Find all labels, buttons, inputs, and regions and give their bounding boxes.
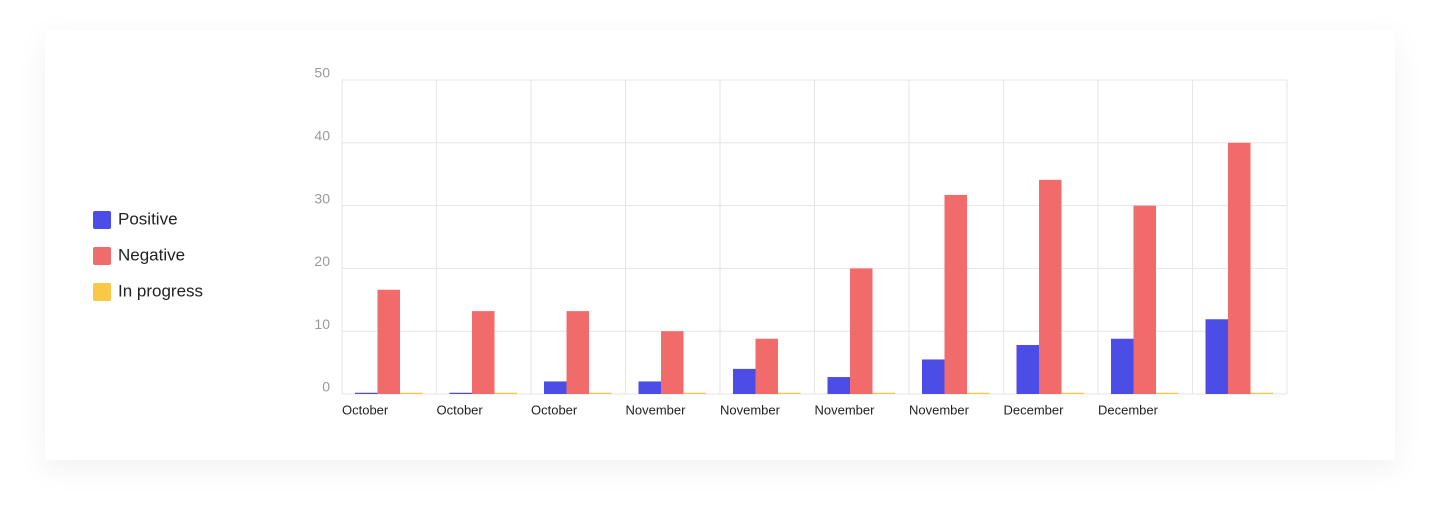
bar (967, 392, 990, 394)
x-tick-label: November (909, 402, 970, 417)
x-tick-label: October (531, 402, 578, 417)
y-tick-label: 10 (314, 316, 330, 332)
bar (827, 377, 850, 394)
bar (1156, 392, 1179, 394)
bar (1061, 392, 1084, 394)
bar (1111, 338, 1134, 394)
bar (544, 381, 567, 394)
bar (355, 392, 378, 394)
y-tick-label: 0 (322, 379, 330, 395)
y-tick-label: 20 (314, 253, 330, 269)
bar (872, 392, 895, 394)
x-tick-label: October (437, 402, 484, 417)
y-tick-label: 30 (314, 190, 330, 206)
legend-label: Positive (118, 209, 178, 228)
bar (1133, 205, 1156, 394)
x-tick-label: December (1098, 402, 1159, 417)
bar (1228, 142, 1251, 394)
y-tick-label: 50 (314, 65, 330, 81)
bar (1016, 345, 1039, 394)
bar (922, 359, 945, 394)
bar (589, 392, 612, 394)
bar (449, 392, 472, 394)
legend-swatch (93, 283, 111, 301)
bar (661, 331, 684, 394)
bar (944, 194, 967, 394)
bar (472, 311, 495, 394)
bar (683, 392, 706, 394)
legend-label: Negative (118, 245, 185, 264)
bar (566, 311, 589, 394)
x-tick-label: December (1004, 402, 1065, 417)
bar (1250, 392, 1273, 394)
x-tick-label: November (815, 402, 876, 417)
x-tick-label: November (720, 402, 781, 417)
bar (733, 368, 756, 394)
y-tick-label: 40 (314, 128, 330, 144)
x-tick-label: October (342, 402, 389, 417)
x-tick-label: November (626, 402, 687, 417)
bar (377, 289, 400, 394)
legend-label: In progress (118, 281, 203, 300)
legend-swatch (93, 247, 111, 265)
bar (778, 392, 801, 394)
bar (850, 268, 873, 394)
bar (638, 381, 661, 394)
bar (1205, 319, 1228, 394)
bar (494, 392, 517, 394)
bar (1039, 179, 1062, 394)
bar (400, 392, 423, 394)
bar (755, 338, 778, 394)
legend-swatch (93, 211, 111, 229)
